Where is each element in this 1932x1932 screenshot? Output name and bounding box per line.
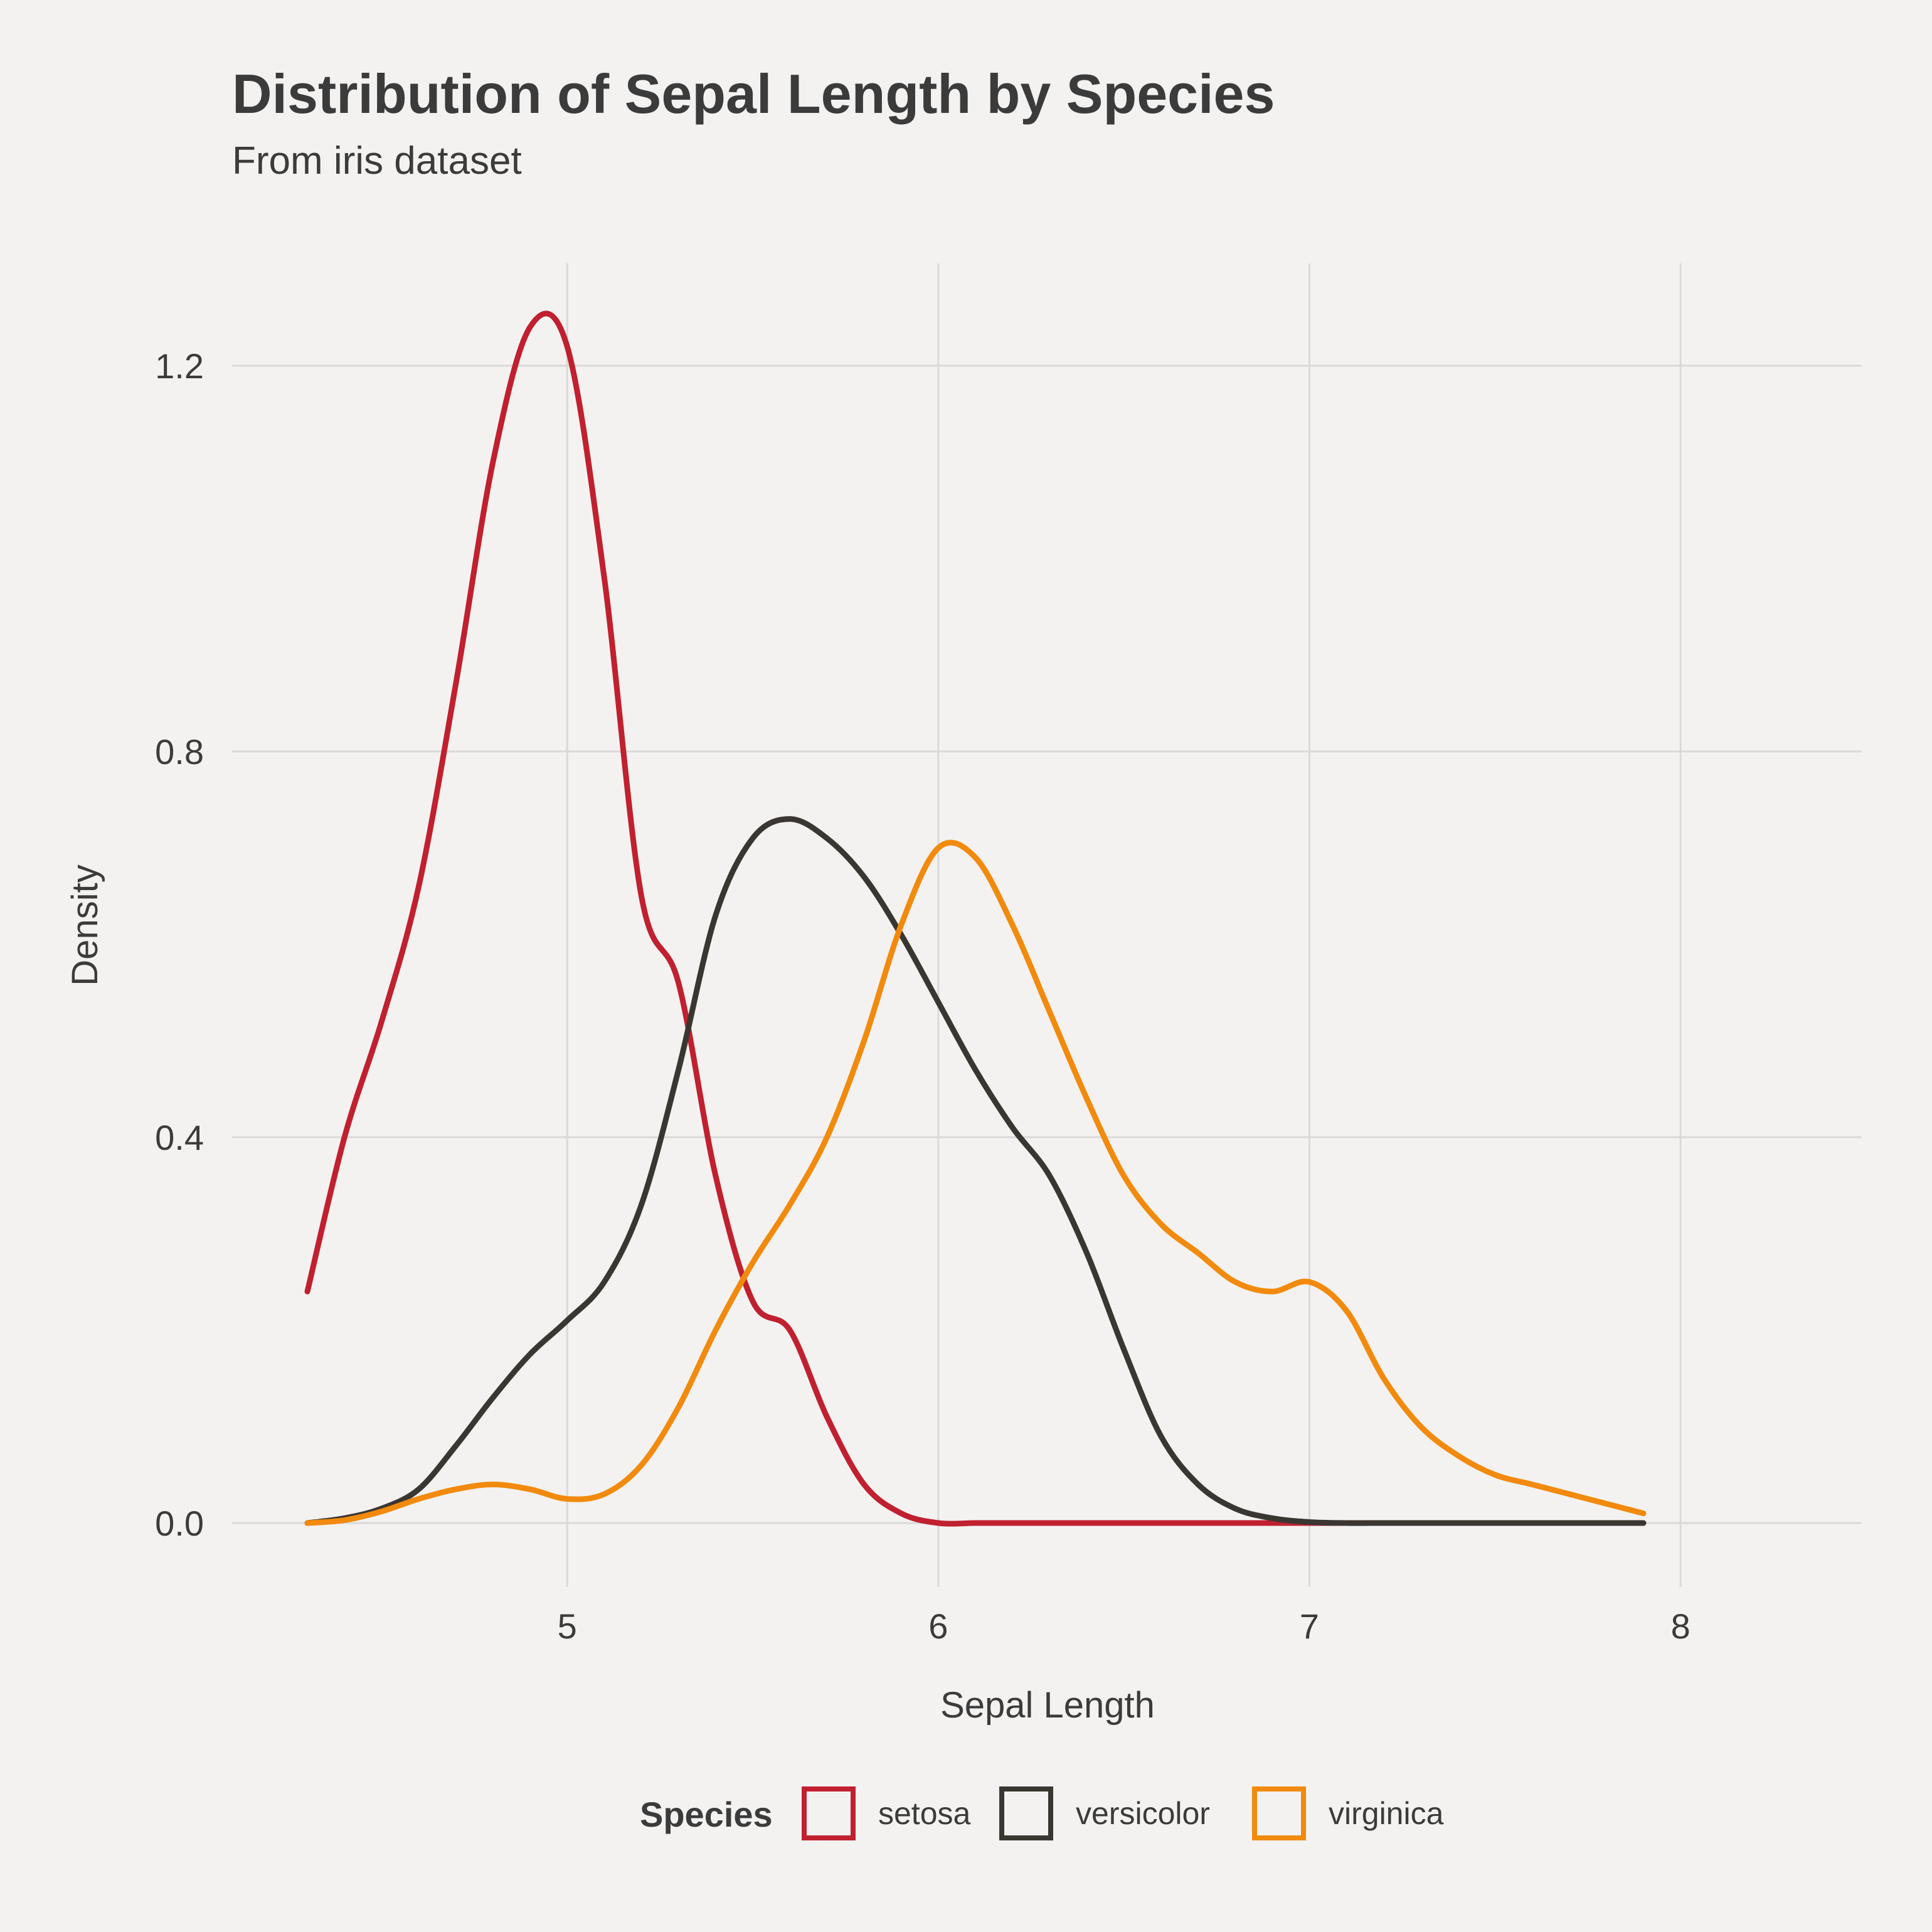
legend-title: Species	[640, 1795, 773, 1834]
legend-key-versicolor	[999, 1786, 1053, 1840]
chart-title: Distribution of Sepal Length by Species	[232, 63, 1275, 125]
y-tick-label: 0.4	[155, 1118, 204, 1157]
tick-labels: 0.0 0.4 0.8 1.2 5 6 7 8	[155, 346, 1691, 1646]
density-line-virginica	[304, 839, 1647, 1526]
x-axis-title: Sepal Length	[940, 1685, 1155, 1726]
legend-key-virginica	[1252, 1786, 1306, 1840]
chart-subtitle: From iris dataset	[232, 139, 522, 183]
y-axis-title: Density	[65, 864, 105, 985]
density-line-versicolor	[304, 816, 1647, 1526]
legend-key-setosa	[802, 1786, 856, 1840]
y-tick-label: 0.8	[155, 732, 204, 772]
x-tick-label: 7	[1300, 1606, 1319, 1646]
x-tick-label: 8	[1671, 1606, 1691, 1646]
grid	[232, 263, 1862, 1587]
density-line-setosa	[304, 310, 1647, 1527]
series-layer	[304, 310, 1647, 1527]
y-tick-label: 0.0	[155, 1504, 204, 1543]
legend-label-versicolor: versicolor	[1076, 1796, 1210, 1831]
legend: Species setosa versicolor virginica	[640, 1786, 1444, 1840]
legend-label-virginica: virginica	[1329, 1796, 1444, 1831]
legend-label-setosa: setosa	[878, 1796, 971, 1831]
x-tick-label: 5	[558, 1606, 577, 1646]
x-tick-label: 6	[928, 1606, 948, 1646]
y-tick-label: 1.2	[155, 346, 204, 386]
